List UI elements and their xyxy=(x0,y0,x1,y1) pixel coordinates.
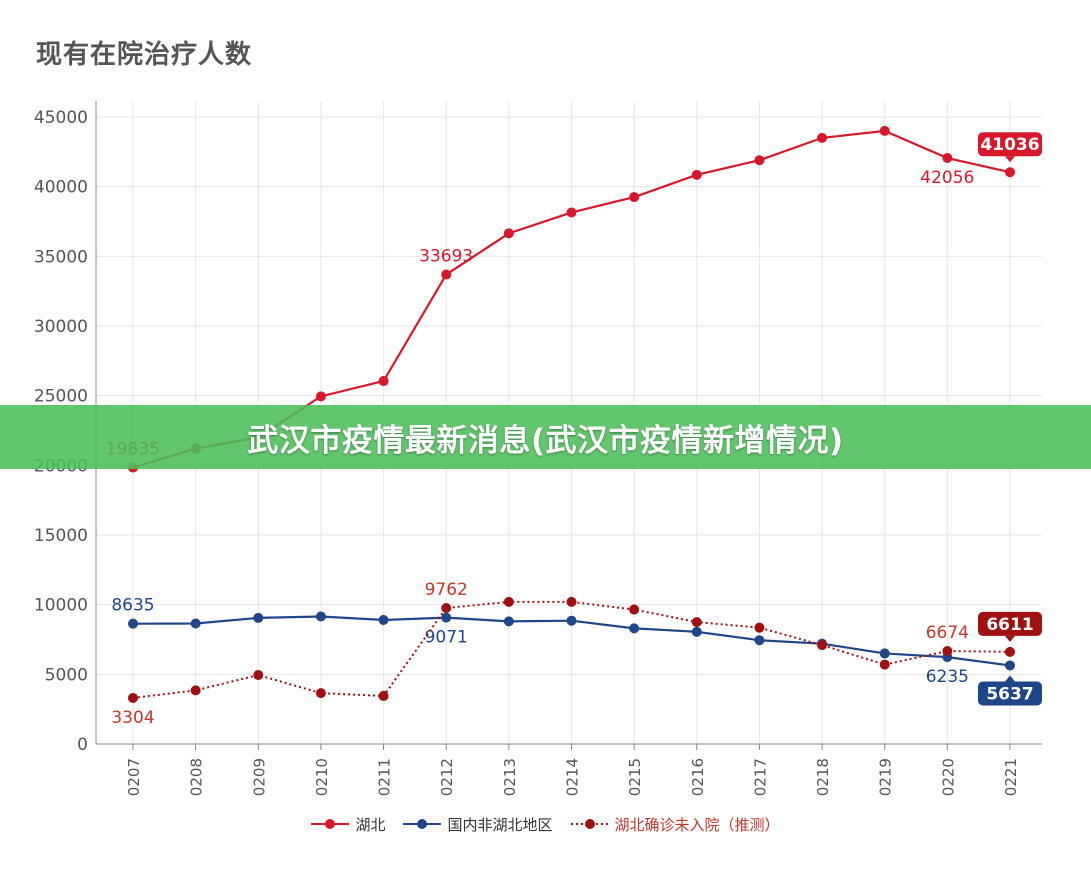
y-tick-label: 0 xyxy=(77,735,88,755)
value-badge xyxy=(978,681,1042,706)
data-point-2 xyxy=(566,596,577,607)
data-point-2 xyxy=(128,692,138,703)
data-point-2 xyxy=(629,604,640,615)
data-point-0 xyxy=(566,207,577,218)
data-point-2 xyxy=(315,688,326,699)
legend-swatch-dot xyxy=(325,819,336,829)
data-point-0 xyxy=(817,132,828,143)
y-tick-label: 10000 xyxy=(34,596,88,616)
data-point-2 xyxy=(879,659,890,670)
data-point-0 xyxy=(1005,167,1015,178)
x-tick-label: 0217 xyxy=(751,758,769,796)
x-tick-label: 0216 xyxy=(689,758,707,796)
legend-label: 国内非湖北地区 xyxy=(447,815,553,834)
y-tick-label: 25000 xyxy=(34,387,88,407)
data-point-1 xyxy=(754,635,765,646)
chart-legend: 湖北 国内非湖北地区 湖北确诊未入院（推测） xyxy=(0,812,1091,836)
y-tick-label: 40000 xyxy=(34,178,88,198)
data-point-2 xyxy=(503,596,514,607)
data-label: 9762 xyxy=(425,580,468,600)
y-tick-label: 45000 xyxy=(34,108,88,128)
data-point-1 xyxy=(253,612,264,623)
value-badge-pointer xyxy=(1005,675,1015,682)
data-point-1 xyxy=(566,615,577,626)
data-point-0 xyxy=(879,125,890,136)
data-label: 3304 xyxy=(111,708,154,728)
data-label: 6674 xyxy=(926,623,969,643)
y-tick-label: 15000 xyxy=(34,526,88,546)
data-point-2 xyxy=(190,685,201,696)
legend-swatch xyxy=(570,819,609,829)
data-label: 33693 xyxy=(419,247,473,267)
x-tick-label: 0213 xyxy=(501,758,519,796)
overlay-banner: 武汉市疫情最新消息(武汉市疫情新增情况) xyxy=(0,405,1091,469)
value-badge xyxy=(978,132,1042,157)
data-point-1 xyxy=(629,623,640,634)
banner-text: 武汉市疫情最新消息(武汉市疫情新增情况) xyxy=(247,422,844,459)
legend-item: 湖北确诊未入院（推测） xyxy=(570,814,780,835)
y-tick-label: 35000 xyxy=(34,247,88,267)
x-tick-label: 0210 xyxy=(313,758,331,796)
data-point-1 xyxy=(441,612,452,623)
data-point-0 xyxy=(378,376,389,387)
data-label: 8635 xyxy=(111,596,154,616)
data-label: 6235 xyxy=(926,667,969,687)
x-tick-label: 0219 xyxy=(877,758,895,796)
y-tick-label: 30000 xyxy=(34,317,88,337)
legend-item: 国内非湖北地区 xyxy=(403,814,553,835)
data-point-2 xyxy=(253,670,264,681)
x-tick-label: 0214 xyxy=(564,758,582,796)
legend-item: 湖北 xyxy=(311,814,385,835)
x-tick-label: 0212 xyxy=(438,758,456,796)
legend-swatch xyxy=(403,819,442,829)
data-point-0 xyxy=(441,269,452,280)
legend-label: 湖北确诊未入院（推测） xyxy=(614,815,780,834)
value-badge-label: 6611 xyxy=(986,615,1033,635)
data-point-2 xyxy=(1005,646,1015,657)
value-badge xyxy=(978,611,1042,636)
value-badge-label: 5637 xyxy=(986,684,1033,704)
data-point-2 xyxy=(942,646,953,657)
data-point-0 xyxy=(503,228,514,239)
data-point-1 xyxy=(378,614,389,625)
page-title: 现有在院治疗人数 xyxy=(36,40,253,70)
data-point-1 xyxy=(503,616,514,627)
data-point-1 xyxy=(1005,660,1015,671)
y-tick-label: 5000 xyxy=(45,665,88,685)
x-tick-label: 0218 xyxy=(814,758,832,796)
data-point-2 xyxy=(817,640,828,651)
data-label: 9071 xyxy=(425,628,468,648)
data-point-2 xyxy=(691,617,702,628)
data-point-0 xyxy=(691,169,702,180)
x-tick-label: 0211 xyxy=(376,758,394,796)
value-badge-pointer xyxy=(1005,156,1015,163)
data-point-0 xyxy=(754,155,765,166)
legend-swatch-dot xyxy=(584,819,595,829)
legend-swatch-dot xyxy=(417,819,428,829)
legend-swatch xyxy=(311,819,350,829)
data-point-2 xyxy=(378,690,389,701)
data-point-1 xyxy=(190,618,201,629)
data-point-1 xyxy=(691,626,702,637)
x-tick-label: 0207 xyxy=(125,758,143,796)
data-label: 42056 xyxy=(920,168,974,188)
x-tick-label: 0209 xyxy=(250,758,268,796)
value-badge-label: 41036 xyxy=(980,135,1039,155)
data-point-1 xyxy=(879,648,890,659)
data-point-1 xyxy=(128,618,138,629)
x-tick-label: 0220 xyxy=(939,758,957,796)
legend-label: 湖北 xyxy=(355,815,386,834)
x-tick-label: 0221 xyxy=(1002,758,1020,796)
data-point-0 xyxy=(629,192,640,203)
data-point-1 xyxy=(315,611,326,622)
x-tick-label: 0215 xyxy=(626,758,644,796)
data-point-0 xyxy=(942,153,953,164)
x-tick-label: 0208 xyxy=(188,758,206,796)
data-point-2 xyxy=(754,622,765,633)
data-point-2 xyxy=(441,602,452,613)
data-point-0 xyxy=(315,391,326,402)
value-badge-pointer xyxy=(1005,635,1015,642)
